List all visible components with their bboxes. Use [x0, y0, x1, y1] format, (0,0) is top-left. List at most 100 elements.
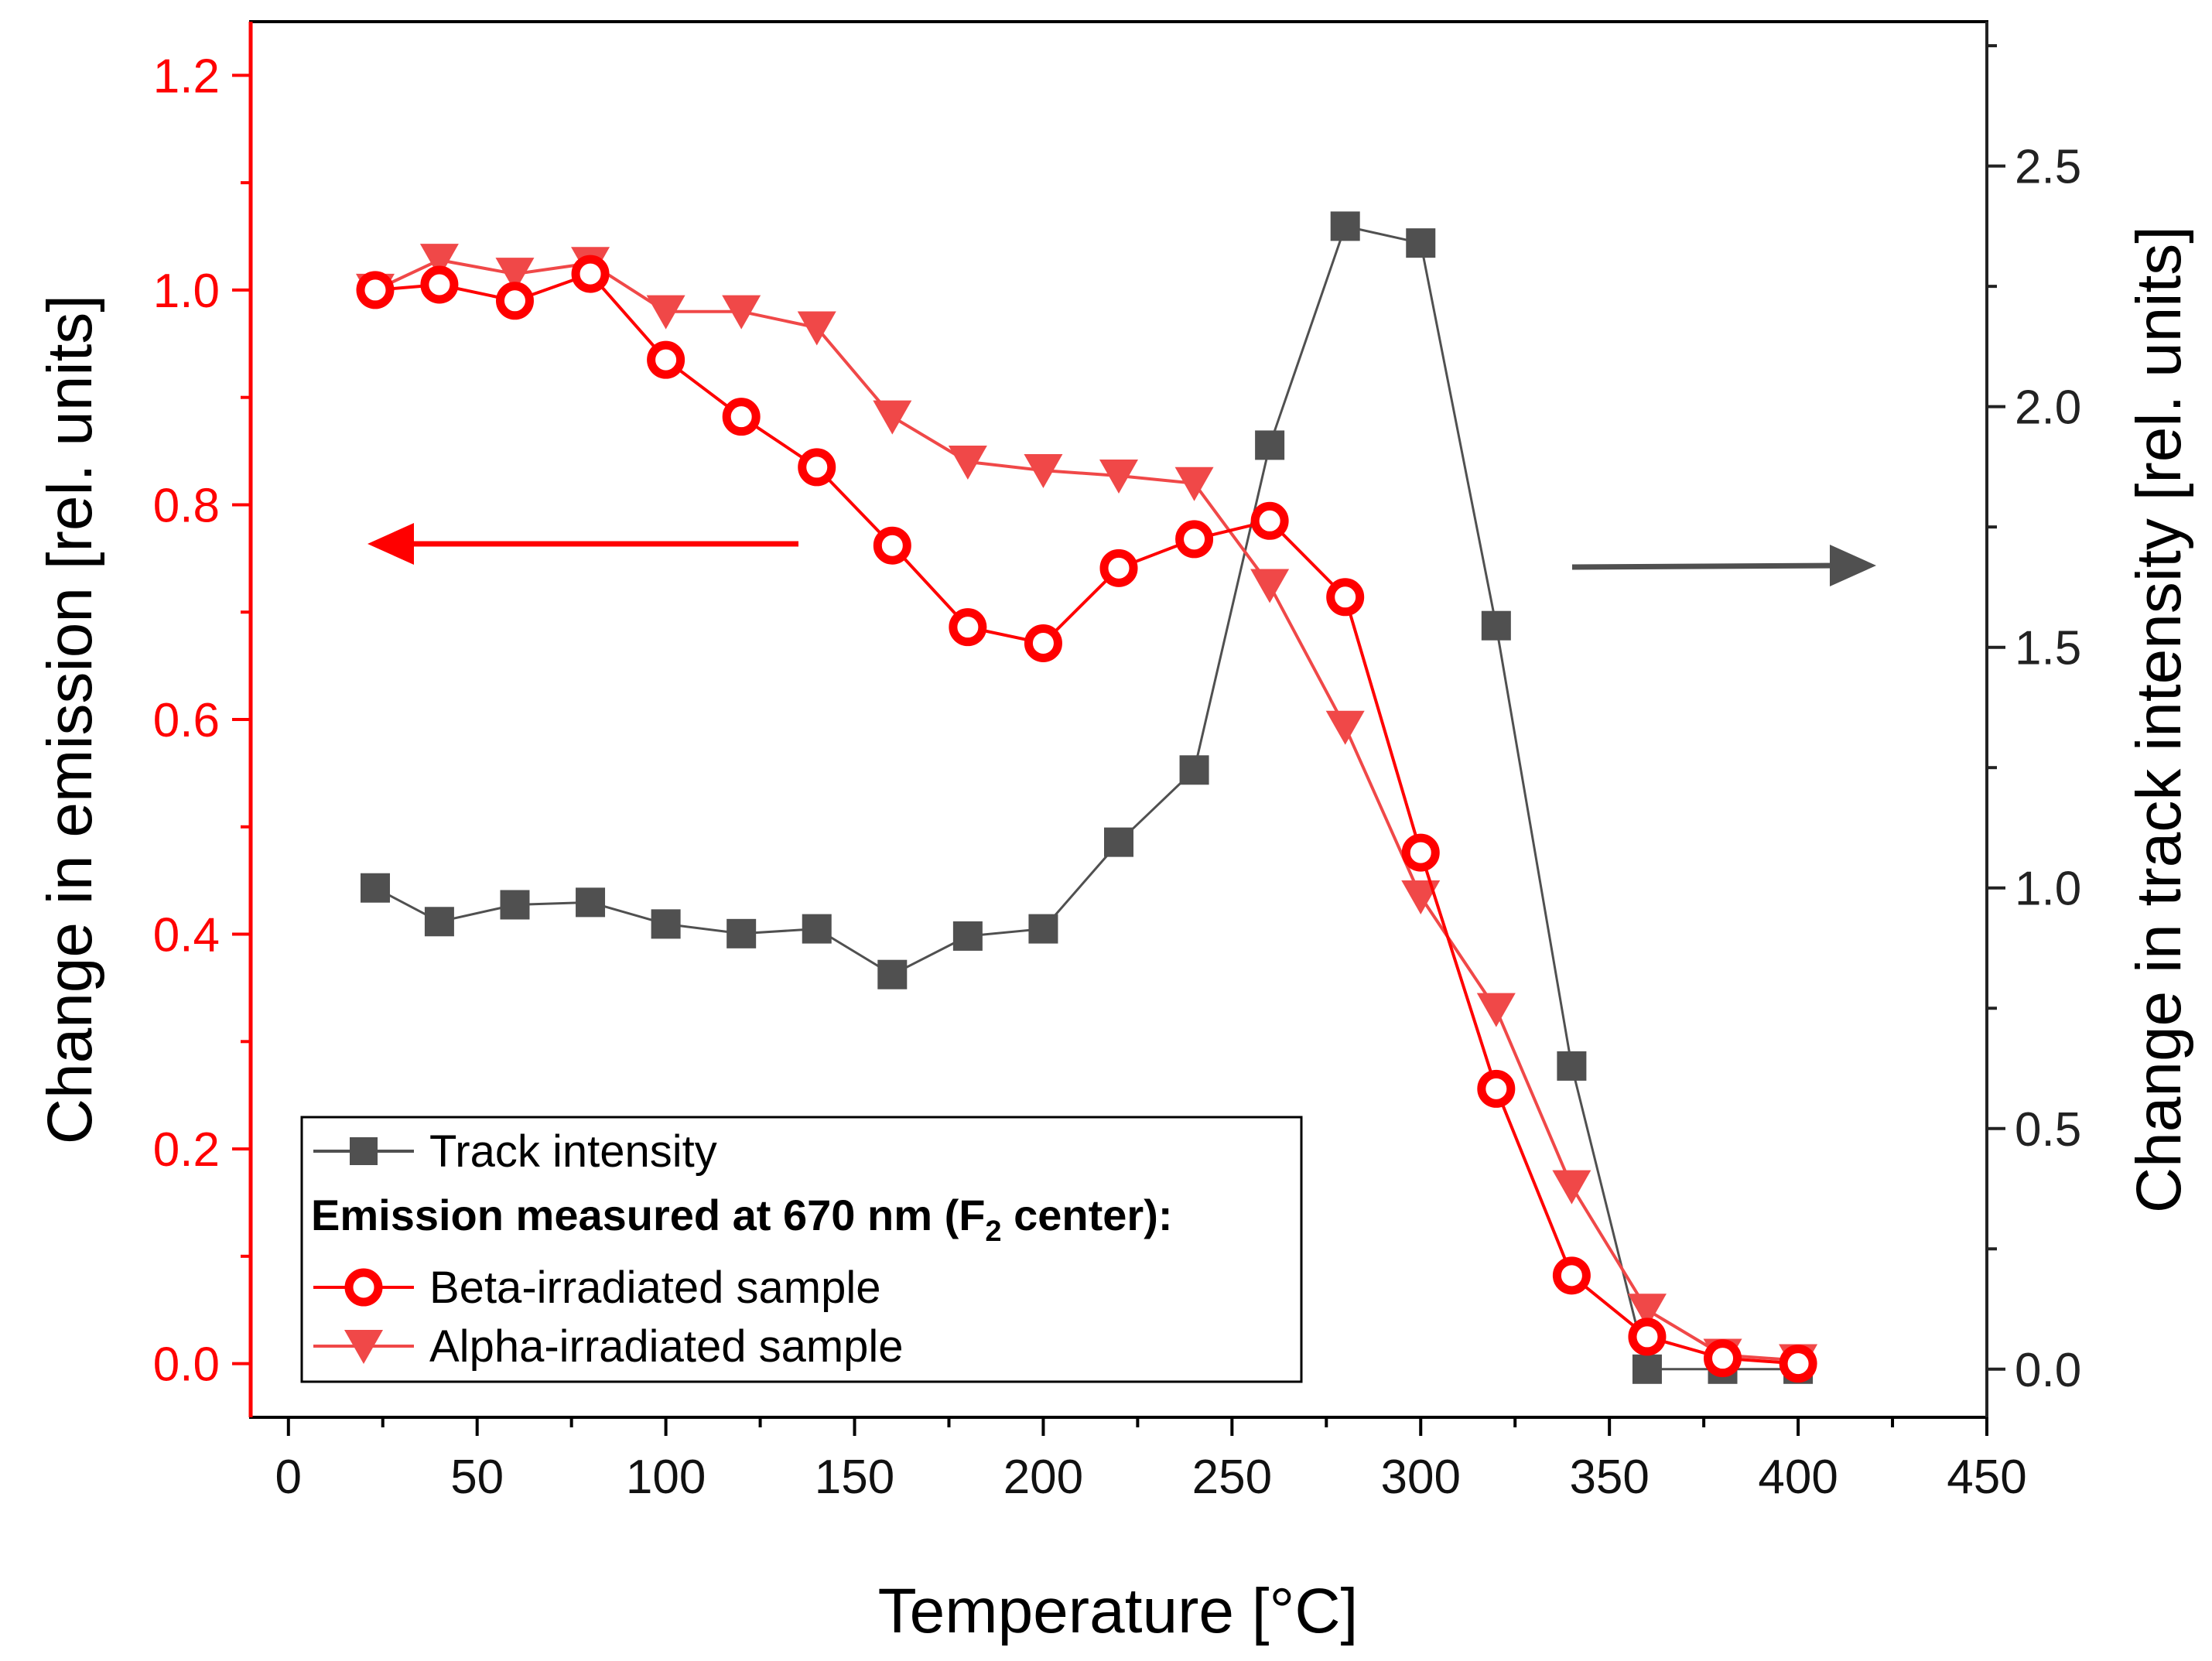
data-point-circle	[1024, 624, 1062, 662]
data-point-square	[1406, 228, 1436, 258]
data-point-circle	[420, 265, 459, 304]
x-tick-label: 300	[1381, 1451, 1461, 1504]
legend-label-beta: Beta-irradiated sample	[429, 1263, 881, 1313]
data-point-triangle	[948, 445, 987, 480]
data-point-square	[1330, 211, 1360, 241]
data-point-circle	[798, 448, 836, 487]
data-point-square	[877, 959, 908, 989]
data-point-circle	[571, 255, 610, 293]
legend-label-track: Track intensity	[429, 1126, 717, 1177]
data-point-triangle	[646, 295, 685, 330]
left-tick-label: 0.4	[153, 909, 220, 962]
data-point-circle	[1099, 549, 1138, 587]
data-point-circle	[873, 526, 911, 565]
data-point-triangle	[873, 400, 912, 435]
right-tick-label: 1.5	[2015, 622, 2081, 675]
left-axis-arrow	[368, 523, 798, 565]
right-tick-label: 0.0	[2015, 1344, 2081, 1397]
data-point-square	[1557, 1051, 1587, 1081]
legend-square-marker	[350, 1137, 378, 1165]
legend-box	[300, 1116, 1303, 1383]
data-point-triangle	[1552, 1170, 1591, 1205]
data-point-square	[1632, 1354, 1662, 1384]
series-layer	[355, 211, 1818, 1384]
data-point-circle	[1704, 1339, 1742, 1378]
data-point-circle	[1779, 1345, 1817, 1383]
data-point-square	[651, 909, 681, 939]
right-tick-label: 0.5	[2015, 1103, 2081, 1157]
data-point-square	[1104, 827, 1133, 857]
data-point-triangle	[1325, 710, 1365, 745]
series-beta-irradiated-sample	[356, 255, 1817, 1383]
x-tick-label: 250	[1192, 1451, 1272, 1504]
legend-circle-marker	[344, 1268, 383, 1307]
data-point-square	[952, 921, 983, 951]
x-tick-label: 150	[815, 1451, 894, 1504]
x-tick-label: 100	[626, 1451, 706, 1504]
left-tick-label: 1.2	[153, 50, 220, 103]
right-tick-label: 2.5	[2015, 141, 2081, 194]
data-point-square	[500, 890, 530, 920]
data-point-triangle	[1250, 569, 1290, 603]
data-point-triangle	[1401, 880, 1441, 914]
data-point-circle	[949, 608, 987, 647]
legend-triangle-marker	[344, 1330, 383, 1364]
data-point-triangle	[722, 295, 761, 330]
data-point-square	[1028, 914, 1058, 944]
data-point-circle	[495, 282, 534, 320]
left-tick-label: 0.0	[153, 1338, 220, 1392]
left-tick-label: 0.2	[153, 1123, 220, 1177]
right-axis-arrow	[1571, 545, 1876, 586]
x-tick-label: 450	[1947, 1451, 2026, 1504]
legend-item-beta: Beta-irradiated sample	[313, 1263, 881, 1313]
data-point-circle	[1175, 520, 1214, 559]
data-point-circle	[1326, 578, 1365, 617]
data-point-square	[727, 918, 757, 948]
data-point-triangle	[1174, 467, 1214, 501]
legend-heading: Emission measured at 670 nm (F2 center):	[311, 1191, 1173, 1248]
data-point-square	[1255, 430, 1285, 460]
data-point-square	[1481, 610, 1511, 641]
legend: Track intensity Emission measured at 670…	[300, 1116, 1303, 1383]
left-axis-title: Change in emission [rel. units]	[35, 295, 105, 1144]
data-point-square	[360, 873, 390, 903]
data-point-square	[424, 907, 454, 937]
data-point-square	[576, 887, 606, 918]
data-point-circle	[356, 271, 395, 309]
x-tick-label: 200	[1003, 1451, 1083, 1504]
left-axis-ticks: 0.0 0.2 0.4 0.6 0.8 1.0 1.2	[153, 50, 251, 1392]
data-point-circle	[647, 340, 685, 379]
data-point-circle	[1401, 833, 1440, 872]
data-point-circle	[1628, 1318, 1667, 1356]
data-point-triangle	[1476, 993, 1516, 1027]
left-tick-label: 0.8	[153, 479, 220, 532]
right-axis-title: Change in track intensity [rel. units]	[2124, 226, 2194, 1213]
legend-item-alpha: Alpha-irradiated sample	[313, 1321, 904, 1372]
data-point-triangle	[495, 258, 535, 292]
x-tick-label: 0	[275, 1451, 302, 1504]
x-tick-label: 50	[450, 1451, 504, 1504]
legend-item-track: Track intensity	[313, 1126, 717, 1177]
x-axis-title: Temperature [°C]	[878, 1576, 1359, 1646]
data-point-square	[1179, 755, 1209, 785]
data-point-circle	[1552, 1256, 1591, 1295]
right-axis-ticks: 0.0 0.5 1.0 1.5 2.0 2.5	[1987, 44, 2081, 1397]
data-point-triangle	[797, 311, 836, 346]
data-point-circle	[1250, 501, 1289, 540]
series-line	[374, 272, 1799, 1365]
x-axis-ticks: 0 50 100 150 200 250 300 350 400 450	[275, 1417, 2027, 1504]
data-point-square	[802, 914, 832, 944]
data-point-triangle	[419, 244, 459, 279]
right-tick-label: 2.0	[2015, 381, 2081, 435]
right-tick-label: 1.0	[2015, 863, 2081, 916]
data-point-triangle	[1627, 1294, 1667, 1328]
legend-label-alpha: Alpha-irradiated sample	[429, 1321, 904, 1372]
data-point-circle	[722, 398, 761, 436]
series-track-intensity	[360, 211, 1814, 1384]
left-tick-label: 0.6	[153, 694, 220, 747]
x-tick-label: 350	[1569, 1451, 1649, 1504]
data-point-circle	[1477, 1069, 1516, 1108]
data-point-triangle	[1099, 459, 1138, 494]
data-point-triangle	[1024, 454, 1063, 489]
